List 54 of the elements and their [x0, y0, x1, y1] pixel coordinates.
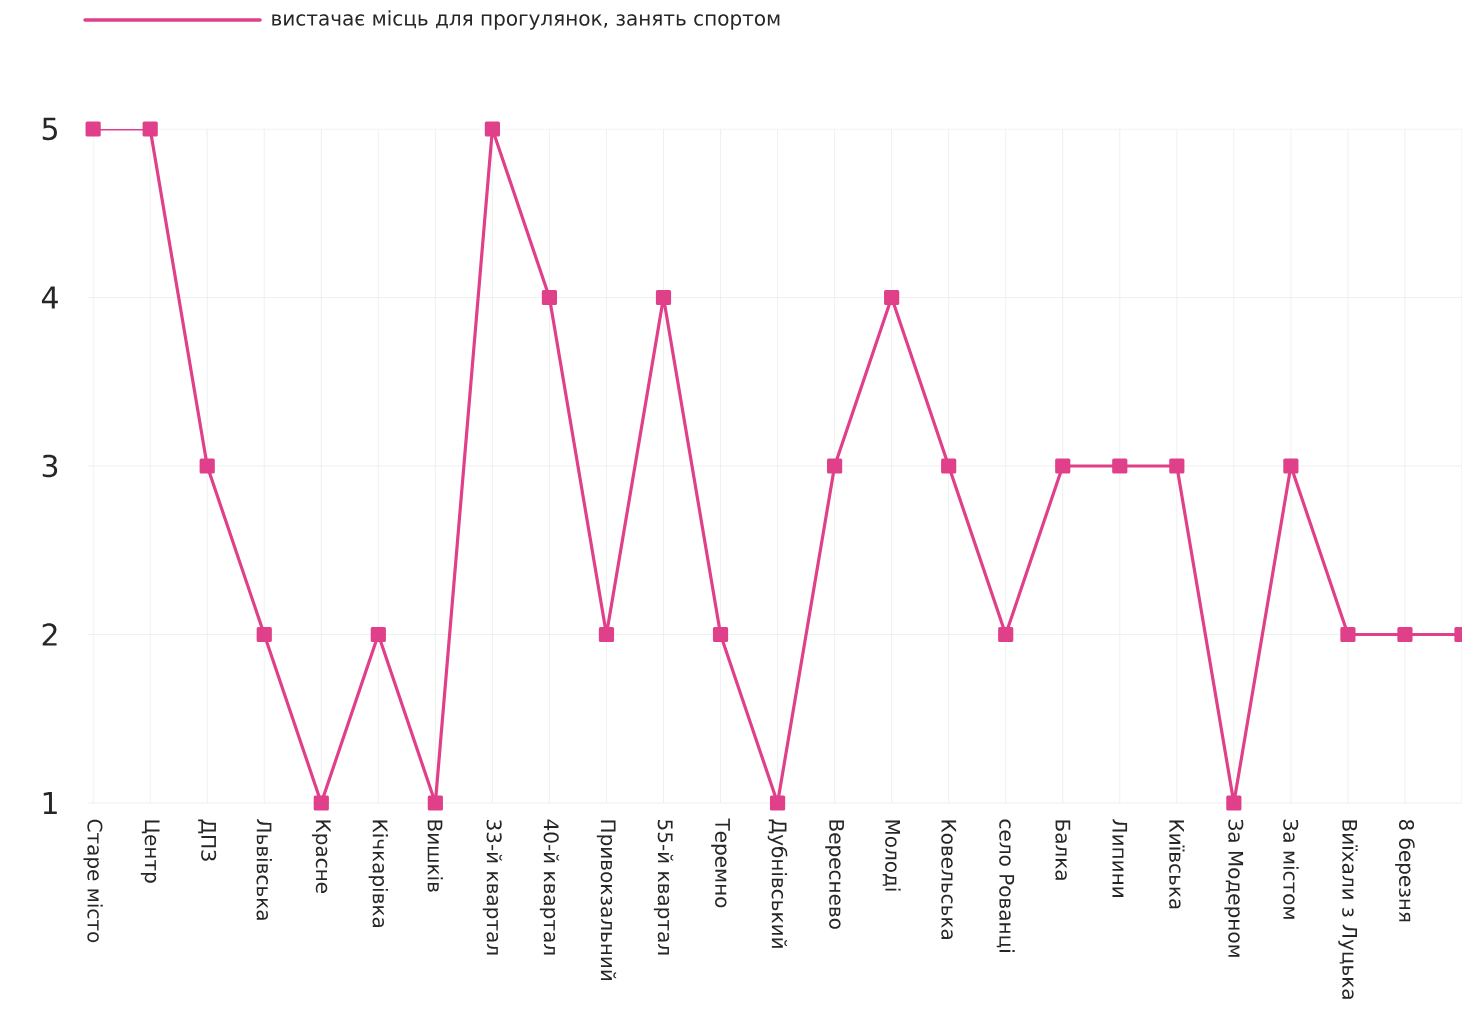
x-tick-label: Центр — [140, 820, 160, 883]
x-tick-label: ДПЗ — [198, 819, 217, 861]
x-tick-label: 8 березня — [1395, 819, 1415, 922]
y-tick-label: 5 — [42, 117, 57, 141]
point — [884, 289, 900, 306]
x-tick-label: Київська — [1169, 820, 1185, 909]
point — [655, 289, 672, 306]
point — [370, 626, 386, 643]
y-tick-label: 4 — [41, 286, 58, 309]
point — [998, 626, 1014, 643]
point — [199, 458, 215, 474]
point — [1226, 795, 1242, 811]
x-tick-label: Вереснево — [825, 820, 844, 929]
point — [427, 795, 443, 811]
point — [541, 289, 558, 306]
x-tick-label: За містом — [1283, 819, 1299, 919]
x-tick-label: 33-й квартал — [482, 820, 503, 955]
y-tick-label: 2 — [42, 623, 57, 646]
point — [769, 795, 786, 811]
x-tick-label: Красне — [311, 820, 331, 893]
x-tick-label: Старе місто — [83, 819, 103, 943]
x-tick-label: Привокзальний — [596, 820, 617, 981]
x-tick-label: Ковельська — [941, 820, 957, 939]
x-tick-label: Дубнівський — [767, 819, 788, 948]
x-tick-label: Балка — [1055, 820, 1071, 880]
point — [1112, 458, 1128, 474]
point — [598, 626, 615, 643]
x-tick-label: Теремно — [711, 818, 730, 908]
point — [941, 458, 957, 474]
point — [313, 795, 329, 811]
y-tick-label: 3 — [42, 454, 58, 478]
point — [1397, 626, 1413, 643]
x-tick-label: Виїхали з Луцька — [1338, 820, 1358, 999]
y-tick-label: 1 — [43, 792, 57, 814]
x-tick-label: За Модерном — [1224, 819, 1244, 957]
x-tick-label: 55-й квартал — [653, 820, 674, 955]
point — [1283, 458, 1299, 474]
x-tick-label: Кічкарівка — [368, 820, 388, 927]
point — [1055, 458, 1071, 474]
point — [712, 626, 729, 643]
point — [85, 121, 101, 137]
x-tick-label: Львівська — [256, 819, 272, 920]
x-tick-label: Липини — [1112, 819, 1128, 897]
point — [1169, 458, 1185, 474]
x-tick-label: 40-й квартал — [539, 819, 560, 955]
x-tick-label: село Рованці — [996, 819, 1015, 952]
point — [1340, 626, 1356, 643]
text: вистачає місць для прогулянок, занять спортом — [272, 10, 780, 30]
point — [142, 121, 158, 137]
point — [256, 626, 272, 643]
x-tick-label: Вишків — [427, 820, 443, 892]
x-tick-label: Молоді — [882, 820, 901, 891]
point — [484, 121, 500, 137]
point — [827, 458, 843, 474]
